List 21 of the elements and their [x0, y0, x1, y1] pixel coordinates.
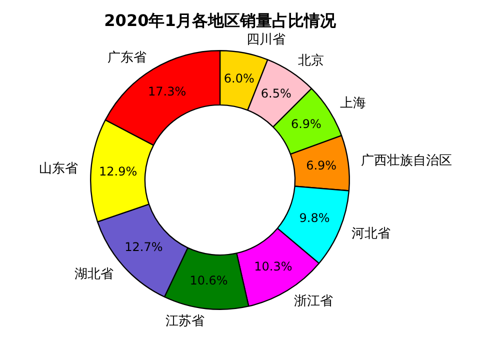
slice-label: 四川省 [246, 32, 286, 48]
data-label: 6.0% [224, 72, 254, 86]
slice-label: 山东省 [39, 161, 78, 176]
slice-label: 北京 [298, 53, 324, 68]
slice-label: 广西壮族自治区 [361, 153, 452, 168]
slice-label: 湖北省 [74, 267, 114, 282]
data-label: 17.3% [148, 84, 186, 99]
data-label: 10.6% [190, 274, 228, 288]
data-label: 9.8% [299, 211, 330, 226]
data-label: 6.9% [290, 117, 322, 132]
slice-label: 上海 [340, 96, 366, 111]
data-label: 12.9% [99, 164, 138, 178]
slice-label: 浙江省 [294, 294, 334, 309]
data-label: 12.7% [124, 240, 163, 254]
slice-label: 广东省 [107, 50, 146, 66]
data-label: 6.5% [260, 86, 292, 101]
data-label: 10.3% [254, 259, 292, 274]
slice-label: 河北省 [352, 226, 391, 242]
data-label: 6.9% [306, 158, 337, 173]
chart-title: 2020年1月各地区销量占比情况 [104, 11, 337, 30]
slice-label: 江苏省 [165, 314, 204, 329]
